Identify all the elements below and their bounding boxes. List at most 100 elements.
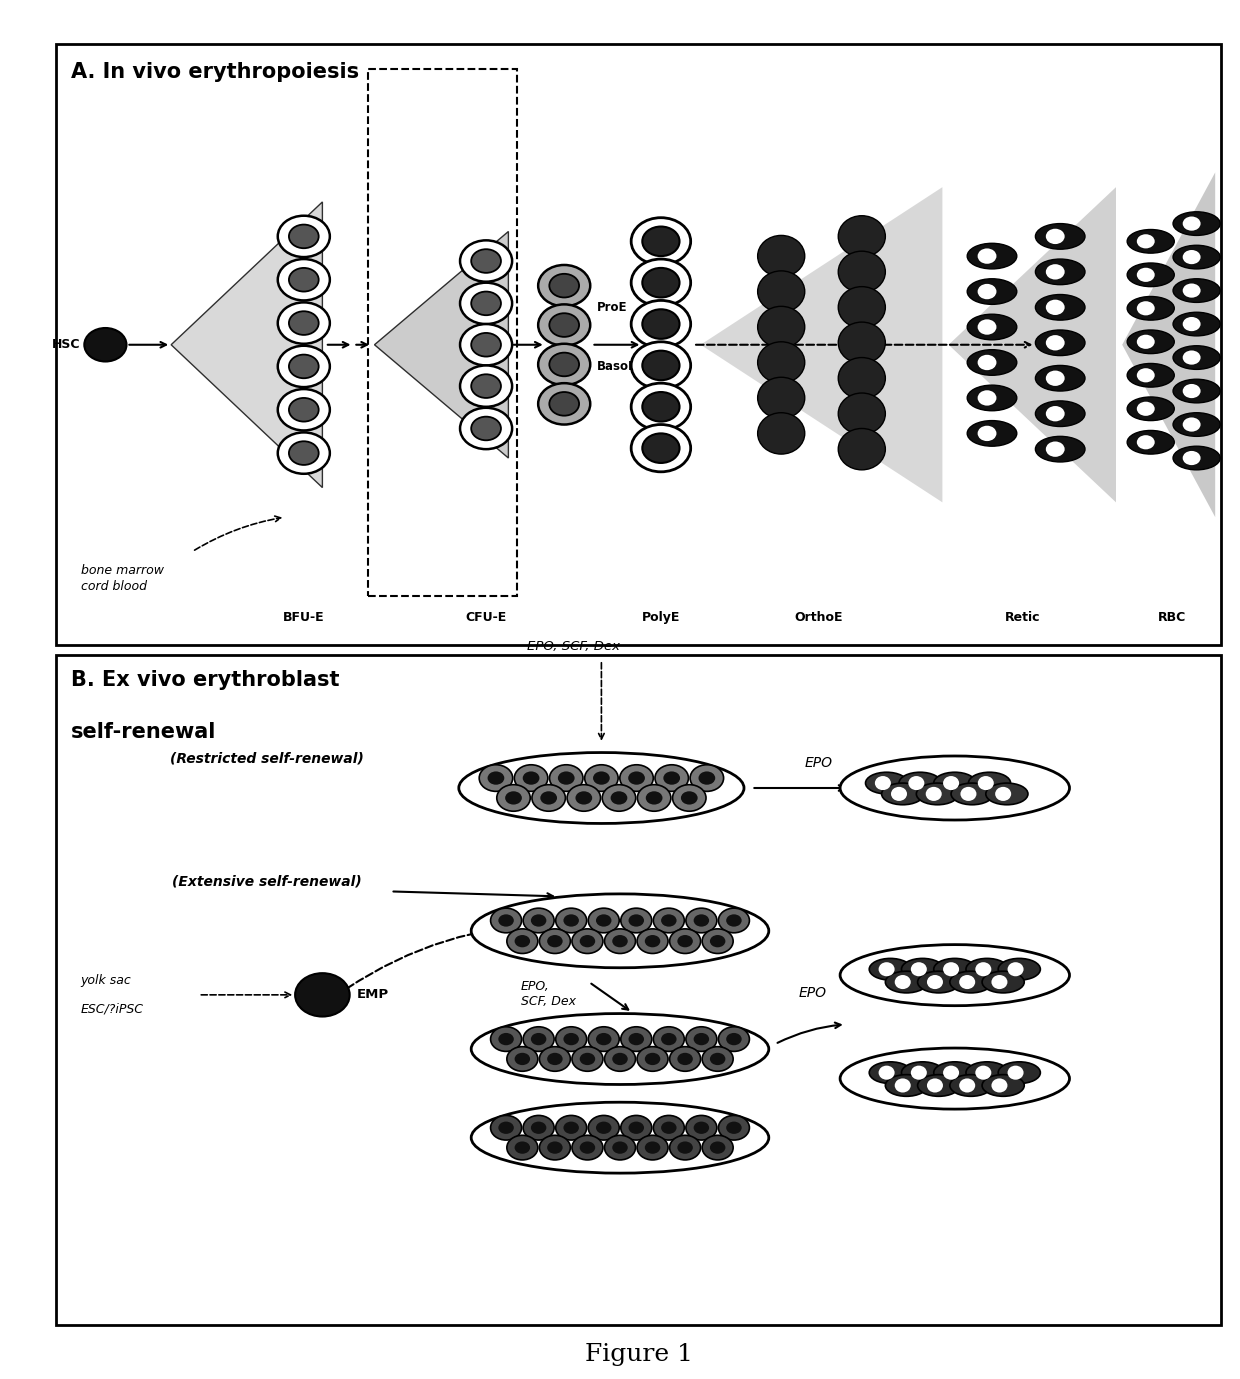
Polygon shape [171,201,322,488]
Ellipse shape [637,1047,668,1071]
Text: (Extensive self-renewal): (Extensive self-renewal) [171,874,362,888]
Ellipse shape [838,287,885,328]
Ellipse shape [620,765,653,792]
Ellipse shape [1045,441,1065,456]
Ellipse shape [1183,284,1200,298]
Ellipse shape [978,776,993,790]
Ellipse shape [934,772,976,794]
Ellipse shape [718,1027,749,1051]
Ellipse shape [588,1116,619,1140]
Ellipse shape [992,975,1007,989]
Ellipse shape [539,929,570,953]
Ellipse shape [1183,418,1200,432]
Ellipse shape [967,385,1017,411]
Circle shape [278,302,330,343]
FancyBboxPatch shape [56,44,1221,645]
Ellipse shape [882,783,924,805]
Ellipse shape [838,429,885,470]
Ellipse shape [686,909,717,932]
Ellipse shape [661,1033,677,1045]
Circle shape [538,343,590,385]
Circle shape [289,441,319,465]
Ellipse shape [838,215,885,256]
Ellipse shape [911,963,926,976]
Ellipse shape [711,1142,725,1154]
Ellipse shape [507,1135,538,1160]
Ellipse shape [711,935,725,947]
Ellipse shape [693,1121,709,1134]
Ellipse shape [918,1074,960,1096]
Ellipse shape [960,1078,975,1092]
Ellipse shape [580,1142,595,1154]
Ellipse shape [686,1027,717,1051]
Ellipse shape [645,1052,661,1065]
Ellipse shape [977,354,997,370]
Ellipse shape [653,1116,684,1140]
Ellipse shape [702,1135,733,1160]
Ellipse shape [645,1142,661,1154]
Ellipse shape [661,914,677,927]
Ellipse shape [950,1074,992,1096]
Ellipse shape [556,1027,587,1051]
Ellipse shape [459,753,744,823]
Ellipse shape [487,771,505,785]
Ellipse shape [629,1121,644,1134]
Ellipse shape [916,783,959,805]
Ellipse shape [702,929,733,953]
Ellipse shape [1035,365,1085,392]
Circle shape [642,350,680,381]
Ellipse shape [841,945,1069,1005]
Ellipse shape [629,1033,644,1045]
Polygon shape [949,188,1116,502]
Circle shape [460,408,512,450]
Polygon shape [374,232,508,458]
Ellipse shape [515,935,531,947]
Ellipse shape [698,771,715,785]
Ellipse shape [727,1033,742,1045]
Ellipse shape [895,975,910,989]
Ellipse shape [556,909,587,932]
Ellipse shape [967,279,1017,305]
Ellipse shape [645,935,661,947]
Ellipse shape [950,971,992,993]
Ellipse shape [563,1033,579,1045]
Ellipse shape [507,929,538,953]
Polygon shape [701,188,942,502]
Ellipse shape [670,1047,701,1071]
Ellipse shape [603,785,636,811]
Ellipse shape [977,320,997,335]
Circle shape [471,291,501,316]
Polygon shape [1122,172,1215,517]
Ellipse shape [841,756,1069,821]
Circle shape [631,383,691,430]
Ellipse shape [523,1027,554,1051]
Circle shape [278,389,330,430]
Text: A. In vivo erythropoiesis: A. In vivo erythropoiesis [71,62,358,83]
Ellipse shape [1183,217,1200,230]
Ellipse shape [866,772,908,794]
Ellipse shape [967,350,1017,375]
Ellipse shape [677,935,693,947]
Text: (Restricted self-renewal): (Restricted self-renewal) [170,752,363,765]
Ellipse shape [686,1116,717,1140]
Ellipse shape [1035,436,1085,462]
Ellipse shape [961,787,976,801]
Ellipse shape [1035,295,1085,320]
Circle shape [642,268,680,298]
Ellipse shape [621,1027,652,1051]
Ellipse shape [471,1014,769,1084]
Ellipse shape [580,935,595,947]
Ellipse shape [670,1135,701,1160]
Circle shape [84,328,126,361]
Ellipse shape [841,1048,1069,1109]
Circle shape [631,218,691,265]
Ellipse shape [711,1052,725,1065]
Ellipse shape [556,1116,587,1140]
Ellipse shape [918,971,960,993]
Ellipse shape [1173,212,1220,236]
Circle shape [549,392,579,415]
Ellipse shape [1035,259,1085,284]
Ellipse shape [996,787,1011,801]
Circle shape [289,399,319,422]
Text: PolyE: PolyE [642,611,680,623]
